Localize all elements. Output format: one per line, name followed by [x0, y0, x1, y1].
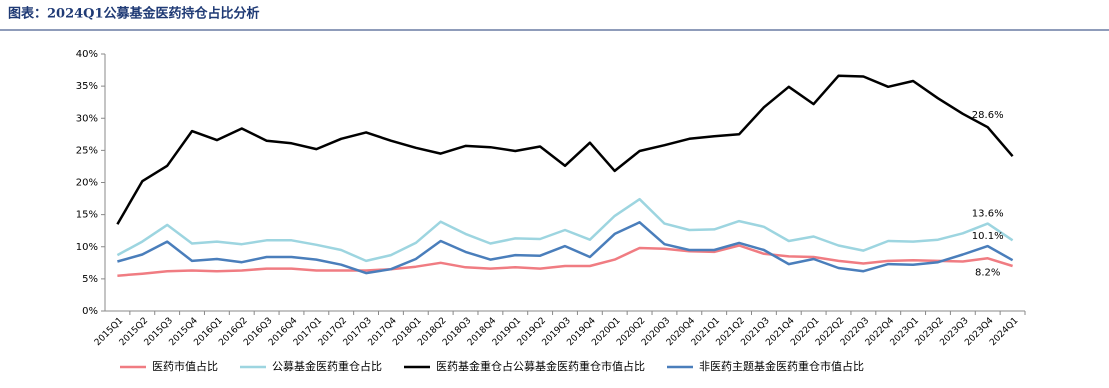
- y-tick-label: 15%: [76, 210, 98, 221]
- legend-label: 非医药主题基金医药重仓市值占比: [699, 359, 864, 373]
- series-line: [117, 244, 1013, 277]
- legend-label: 医药基金重仓占公募基金医药重仓市值占比: [436, 359, 645, 373]
- y-tick-label: 10%: [76, 242, 98, 253]
- series-line: [116, 197, 1014, 263]
- data-label: 8.2%: [975, 267, 1000, 278]
- data-label: 13.6%: [972, 209, 1004, 220]
- series-line: [117, 221, 1014, 275]
- y-tick-label: 35%: [76, 81, 98, 92]
- data-label: 10.1%: [972, 231, 1004, 242]
- series-line: [116, 74, 1014, 225]
- y-tick-label: 20%: [76, 178, 98, 189]
- y-tick-label: 30%: [76, 113, 98, 124]
- y-tick-label: 0%: [82, 306, 98, 317]
- legend-label: 公募基金医药重仓占比: [272, 359, 382, 373]
- legend-label: 医药市值占比: [152, 359, 218, 373]
- y-tick-label: 5%: [82, 274, 98, 285]
- chart-title: 图表：2024Q1公募基金医药持仓占比分析: [8, 6, 260, 22]
- y-tick-label: 25%: [76, 145, 98, 156]
- y-tick-label: 40%: [76, 49, 98, 60]
- data-label: 28.6%: [972, 110, 1004, 121]
